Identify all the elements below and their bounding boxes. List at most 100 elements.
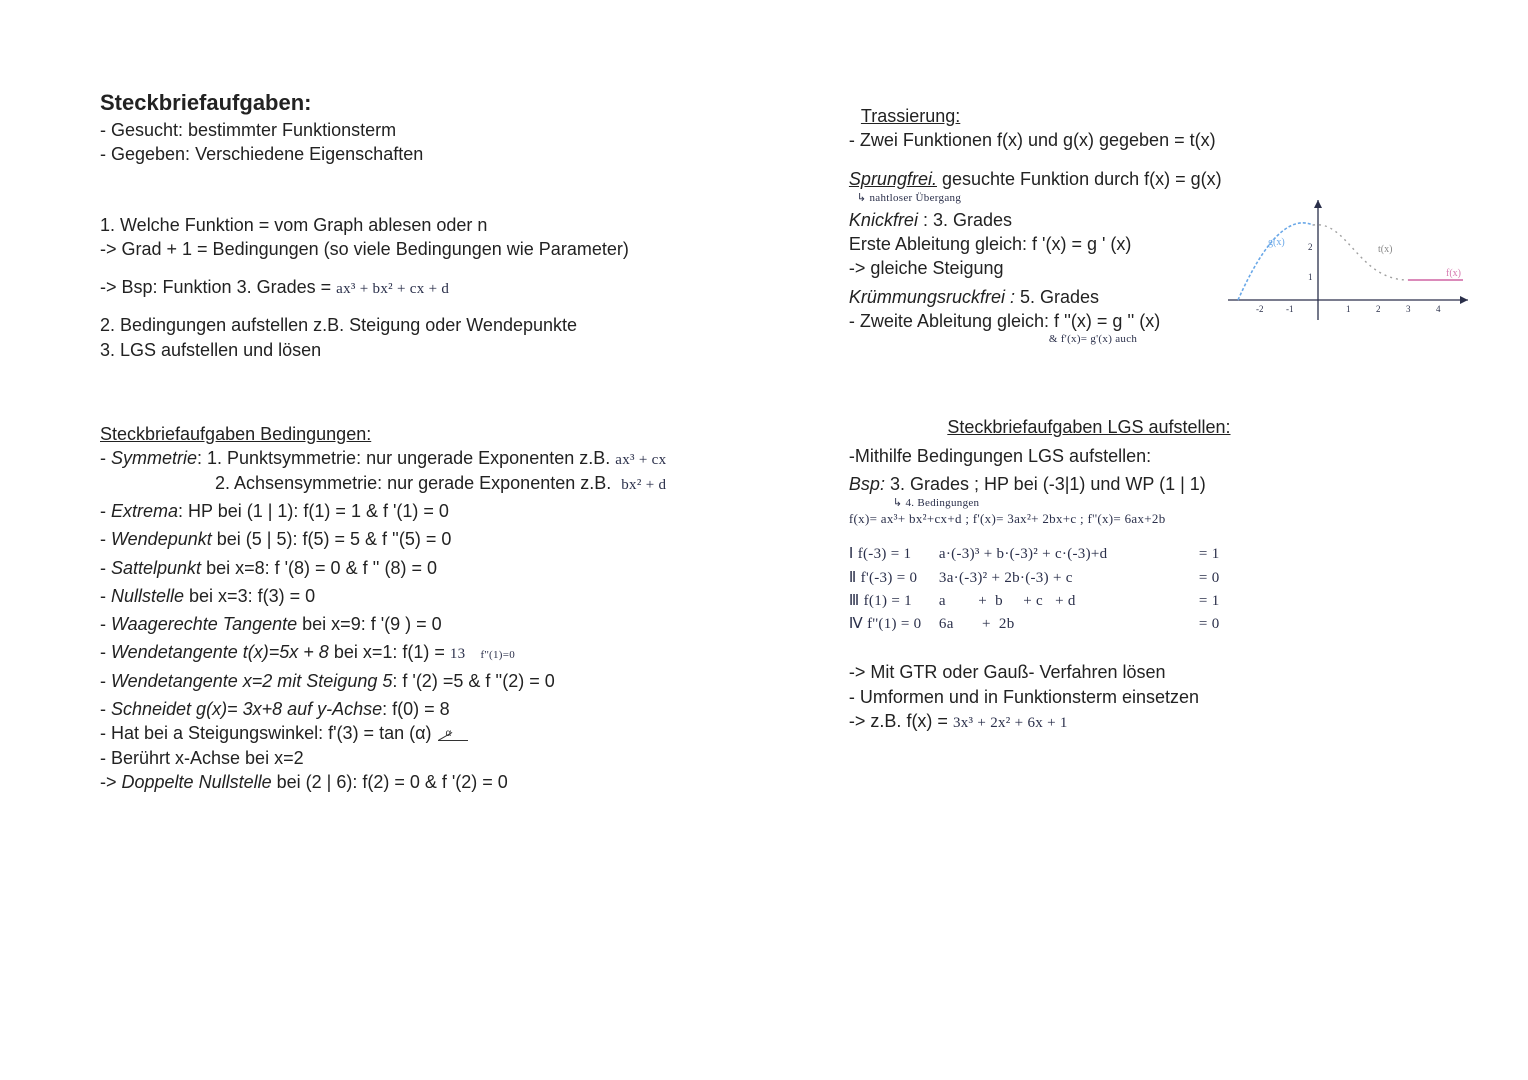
cond-label: Extrema bbox=[111, 501, 178, 521]
intro-line: - Gegeben: Verschiedene Eigenschaften bbox=[100, 142, 819, 166]
svg-text:4: 4 bbox=[1436, 304, 1441, 314]
method-line: 1. Welche Funktion = vom Graph ablesen o… bbox=[100, 213, 819, 237]
cond-label: Nullstelle bbox=[111, 586, 184, 606]
hand-note: ↳ 4. Bedingungen bbox=[893, 496, 1468, 509]
method-line: 3. LGS aufstellen und lösen bbox=[100, 338, 819, 362]
eq-lhs: 6a + 2b bbox=[939, 613, 1199, 636]
cond-line: 2. Achsensymmetrie: nur gerade Exponente… bbox=[100, 471, 819, 495]
angle-icon bbox=[438, 724, 468, 741]
cond-label: Waagerechte Tangente bbox=[111, 614, 297, 634]
lgs-label: Bsp: bbox=[849, 474, 885, 494]
eq-lhs: a + b + c + d bbox=[939, 590, 1199, 613]
cond-label: Wendepunkt bbox=[111, 529, 212, 549]
cond-text: 2. Achsensymmetrie: nur gerade Exponente… bbox=[100, 473, 621, 493]
cond-line: - Waagerechte Tangente bei x=9: f '(9 ) … bbox=[100, 612, 819, 636]
hand-note: f''(1)=0 bbox=[481, 649, 516, 661]
cond-text: : HP bei (1 | 1): f(1) = 1 & f '(1) = 0 bbox=[178, 501, 449, 521]
lgs-out: -> z.B. f(x) = 3x³ + 2x² + 6x + 1 bbox=[849, 709, 1468, 733]
cond-label: Wendetangente t(x)=5x + 8 bbox=[111, 642, 329, 662]
eq-lhs: a·(-3)³ + b·(-3)² + c·(-3)+d bbox=[939, 543, 1199, 566]
cond-prefix: -> bbox=[100, 772, 122, 792]
cond-label: Doppelte Nullstelle bbox=[122, 772, 272, 792]
trassierung-diagram: -2 -1 1 2 3 4 1 2 g(x) t(x) f(x) bbox=[1208, 190, 1478, 340]
cond-line: - Wendetangente t(x)=5x + 8 bei x=1: f(1… bbox=[100, 640, 819, 664]
hand-functions: f(x)= ax³+ bx²+cx+d ; f'(x)= 3ax²+ 2bx+c… bbox=[849, 509, 1468, 529]
tras-label: Sprungfrei. bbox=[849, 169, 937, 189]
cond-text: bei x=1: f(1) = bbox=[329, 642, 450, 662]
eq-rhs: = 1 bbox=[1199, 590, 1269, 613]
tras-label: Knickfrei bbox=[849, 210, 918, 230]
hand-formula: bx² + d bbox=[621, 477, 666, 493]
svg-text:1: 1 bbox=[1308, 272, 1313, 282]
eq-num: Ⅲ f(1) = 1 bbox=[849, 590, 939, 613]
svg-text:-2: -2 bbox=[1256, 304, 1264, 314]
svg-text:-1: -1 bbox=[1286, 304, 1294, 314]
lgs-line: Bsp: 3. Grades ; HP bei (-3|1) und WP (1… bbox=[849, 472, 1468, 496]
tras-label: Krümmungsruckfrei : bbox=[849, 287, 1015, 307]
cond-line: - Sattelpunkt bei x=8: f '(8) = 0 & f ''… bbox=[100, 556, 819, 580]
cond-line: - Wendepunkt bei (5 | 5): f(5) = 5 & f '… bbox=[100, 527, 819, 551]
svg-text:f(x): f(x) bbox=[1446, 268, 1461, 279]
eq-rhs: = 0 bbox=[1199, 567, 1269, 590]
cond-label: Sattelpunkt bbox=[111, 558, 201, 578]
tras-text: 5. Grades bbox=[1015, 287, 1099, 307]
cond-line: - Nullstelle bei x=3: f(3) = 0 bbox=[100, 584, 819, 608]
cond-text: bei x=9: f '(9 ) = 0 bbox=[297, 614, 442, 634]
tras-text: gesuchte Funktion durch f(x) = g(x) bbox=[937, 169, 1222, 189]
cond-text: bei x=8: f '(8) = 0 & f '' (8) = 0 bbox=[201, 558, 437, 578]
trassierung-title: Trassierung: bbox=[861, 104, 1468, 128]
equation-row: Ⅱ f'(-3) = 0 3a·(-3)² + 2b·(-3) + c = 0 bbox=[849, 567, 1468, 590]
hand-number: 13 bbox=[450, 646, 466, 662]
svg-text:t(x): t(x) bbox=[1378, 244, 1392, 255]
lgs-title: Steckbriefaufgaben LGS aufstellen: bbox=[879, 415, 1299, 439]
main-title: Steckbriefaufgaben: bbox=[100, 90, 819, 116]
cond-line: - Schneidet g(x)= 3x+8 auf y-Achse: f(0)… bbox=[100, 697, 819, 721]
conditions-title: Steckbriefaufgaben Bedingungen: bbox=[100, 422, 819, 446]
left-column: Steckbriefaufgaben: - Gesucht: bestimmte… bbox=[100, 90, 849, 1080]
cond-text: : f '(2) =5 & f ''(2) = 0 bbox=[392, 671, 554, 691]
right-column: Trassierung: - Zwei Funktionen f(x) und … bbox=[849, 90, 1468, 1080]
svg-text:1: 1 bbox=[1346, 304, 1351, 314]
hand-formula: 3x³ + 2x² + 6x + 1 bbox=[953, 715, 1068, 731]
cond-text: bei x=3: f(3) = 0 bbox=[184, 586, 315, 606]
lgs-out: - Umformen und in Funktionsterm einsetze… bbox=[849, 685, 1468, 709]
equation-row: Ⅲ f(1) = 1 a + b + c + d = 1 bbox=[849, 590, 1468, 613]
intro-line: - Gesucht: bestimmter Funktionsterm bbox=[100, 118, 819, 142]
tras-line: - Zwei Funktionen f(x) und g(x) gegeben … bbox=[849, 128, 1468, 152]
cond-text: : f(0) = 8 bbox=[382, 699, 450, 719]
cond-text: bei (5 | 5): f(5) = 5 & f ''(5) = 0 bbox=[212, 529, 452, 549]
eq-lhs: 3a·(-3)² + 2b·(-3) + c bbox=[939, 567, 1199, 590]
tras-text: : 3. Grades bbox=[918, 210, 1012, 230]
svg-text:3: 3 bbox=[1406, 304, 1411, 314]
eq-num: Ⅱ f'(-3) = 0 bbox=[849, 567, 939, 590]
cond-label: Symmetrie bbox=[111, 448, 197, 468]
method-line: -> Grad + 1 = Bedingungen (so viele Bedi… bbox=[100, 237, 819, 261]
equation-row: Ⅰ f(-3) = 1 a·(-3)³ + b·(-3)² + c·(-3)+d… bbox=[849, 543, 1468, 566]
cond-label: Schneidet g(x)= 3x+8 auf y-Achse bbox=[111, 699, 382, 719]
svg-text:g(x): g(x) bbox=[1268, 237, 1285, 248]
method-prefix: -> Bsp: Funktion 3. Grades = bbox=[100, 277, 336, 297]
tras-line: Sprungfrei. gesuchte Funktion durch f(x)… bbox=[849, 167, 1468, 191]
cond-line: - Symmetrie: 1. Punktsymmetrie: nur unge… bbox=[100, 446, 819, 470]
cond-text: bei (2 | 6): f(2) = 0 & f '(2) = 0 bbox=[272, 772, 508, 792]
equation-row: Ⅳ f''(1) = 0 6a + 2b = 0 bbox=[849, 613, 1468, 636]
eq-num: Ⅰ f(-3) = 1 bbox=[849, 543, 939, 566]
cond-text: - Hat bei a Steigungswinkel: f'(3) = tan… bbox=[100, 723, 432, 743]
cond-text: : 1. Punktsymmetrie: nur ungerade Expone… bbox=[197, 448, 615, 468]
page: Steckbriefaufgaben: - Gesucht: bestimmte… bbox=[0, 0, 1528, 1080]
lgs-text: 3. Grades ; HP bei (-3|1) und WP (1 | 1) bbox=[885, 474, 1206, 494]
cond-line: - Hat bei a Steigungswinkel: f'(3) = tan… bbox=[100, 721, 819, 745]
svg-text:2: 2 bbox=[1376, 304, 1381, 314]
eq-rhs: = 1 bbox=[1199, 543, 1269, 566]
cond-label: Wendetangente x=2 mit Steigung 5 bbox=[111, 671, 392, 691]
hand-formula: ax³ + bx² + cx + d bbox=[336, 281, 449, 297]
svg-text:2: 2 bbox=[1308, 242, 1313, 252]
eq-num: Ⅳ f''(1) = 0 bbox=[849, 613, 939, 636]
lgs-out: -> Mit GTR oder Gauß- Verfahren lösen bbox=[849, 660, 1468, 684]
lgs-out-prefix: -> z.B. f(x) = bbox=[849, 711, 953, 731]
method-line: 2. Bedingungen aufstellen z.B. Steigung … bbox=[100, 313, 819, 337]
method-line: -> Bsp: Funktion 3. Grades = ax³ + bx² +… bbox=[100, 275, 819, 299]
cond-line: -> Doppelte Nullstelle bei (2 | 6): f(2)… bbox=[100, 770, 819, 794]
cond-line: - Extrema: HP bei (1 | 1): f(1) = 1 & f … bbox=[100, 499, 819, 523]
lgs-line: -Mithilfe Bedingungen LGS aufstellen: bbox=[849, 444, 1468, 468]
